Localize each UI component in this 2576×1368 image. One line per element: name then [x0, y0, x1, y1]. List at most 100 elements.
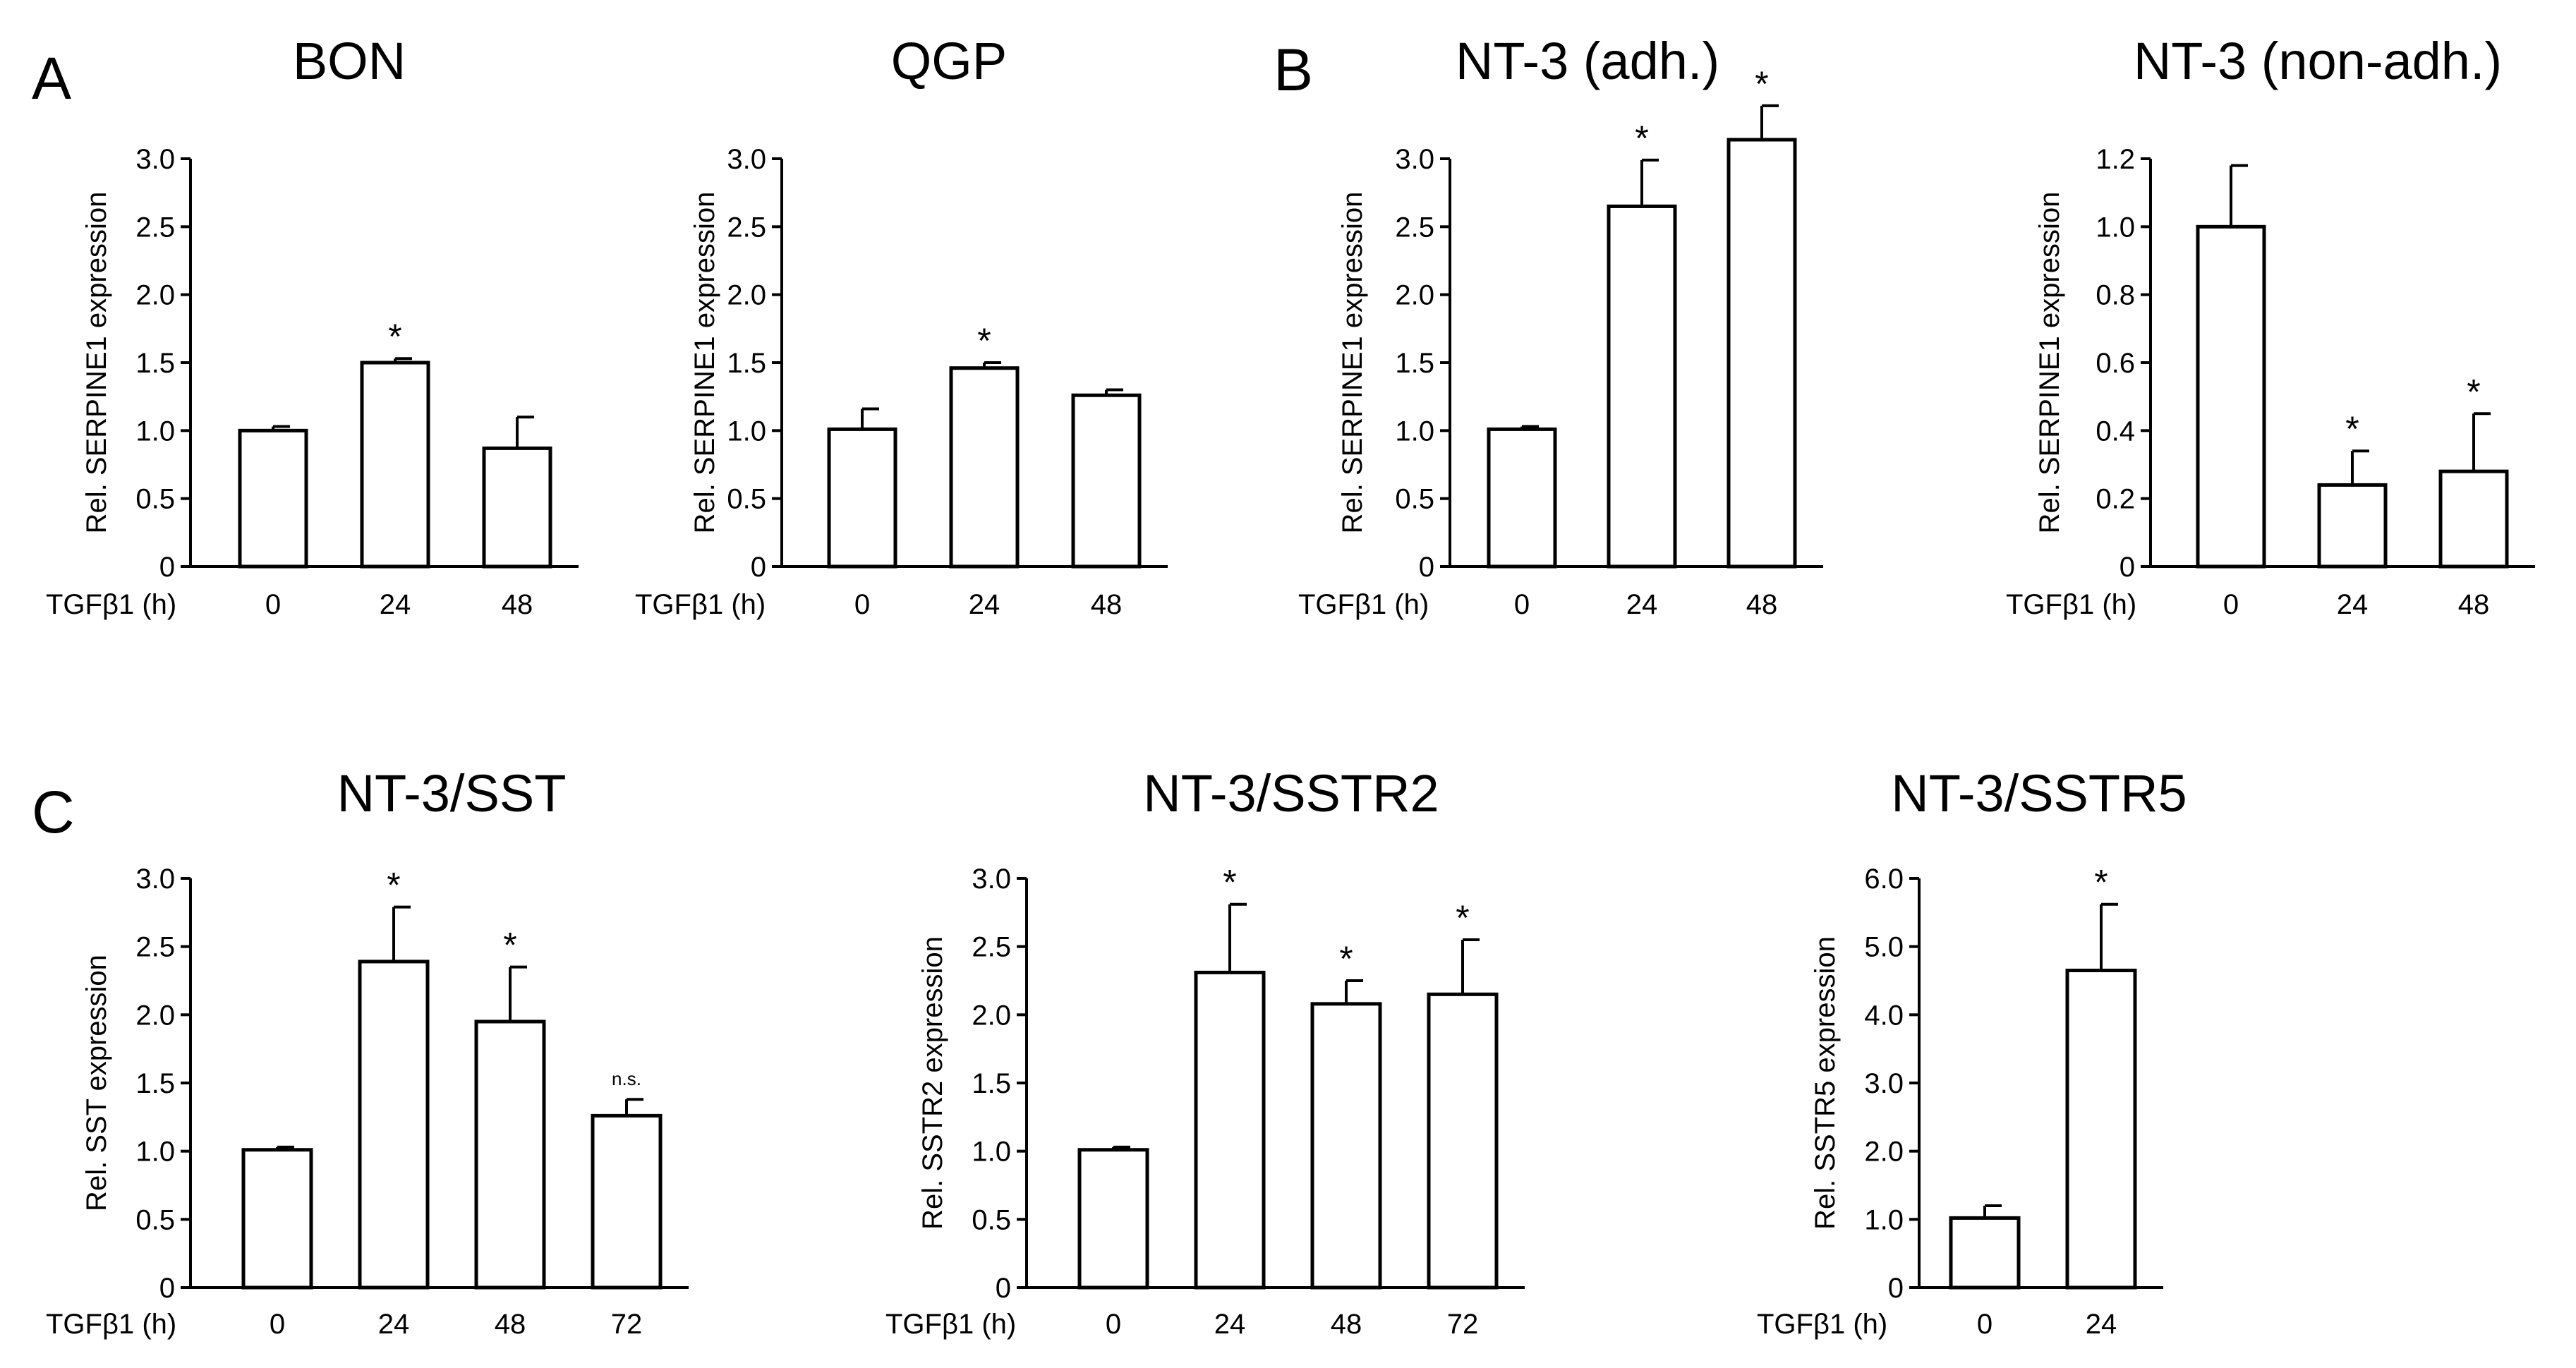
x-axis-title: TGFβ1 (h)	[46, 1309, 176, 1340]
chart-title: QGP	[891, 32, 1007, 90]
chart-title: BON	[293, 32, 406, 90]
y-tick-label: 0.6	[2096, 348, 2135, 379]
significance-mark: *	[2094, 863, 2108, 902]
x-axis-title: TGFβ1 (h)	[885, 1309, 1016, 1340]
significance-mark: *	[1339, 939, 1353, 979]
chart-title: NT-3/SST	[337, 764, 567, 823]
bar	[1427, 992, 1499, 1290]
y-axis-label: Rel. SSTR5 expression	[1810, 936, 1841, 1230]
x-category-label: 0	[1514, 589, 1530, 620]
x-category-label: 24	[969, 589, 1000, 620]
chart-3: NT-3 (adh.) 0 0.5 1.0 1.5 2.0 2.5 3.0 Rel. SERPI…	[1298, 32, 1823, 620]
significance-mark: *	[2345, 409, 2359, 449]
y-tick-label: 0.5	[1395, 484, 1434, 515]
bar	[2438, 469, 2509, 569]
chart-4: NT-3 (non-adh.) 0 0.2 0.4 0.6 0.8 1.0 1.2 Rel. S…	[2006, 32, 2535, 620]
x-category-label: 24	[378, 1309, 410, 1340]
y-tick-label: 1.5	[135, 348, 175, 379]
bar	[1487, 427, 1557, 569]
y-tick-label: 1.5	[727, 348, 766, 379]
x-category-label: 72	[611, 1309, 643, 1340]
y-tick-label: 2.0	[135, 280, 175, 311]
y-axis-label: Rel. SERPINE1 expression	[1337, 192, 1368, 534]
y-tick-label: 2.0	[1864, 1137, 1904, 1168]
y-tick-label: 2.5	[727, 212, 766, 243]
chart-title: NT-3 (adh.)	[1456, 32, 1719, 90]
panel-letter-c: C	[32, 779, 75, 845]
x-axis-title: TGFβ1 (h)	[1757, 1309, 1887, 1340]
y-tick-label: 3.0	[972, 864, 1011, 895]
significance-mark: *	[977, 321, 991, 361]
bar	[949, 366, 1020, 569]
bar	[1727, 138, 1797, 569]
panel-letter-a: A	[32, 45, 71, 111]
significance-mark: *	[1456, 898, 1469, 938]
y-tick-label: 6.0	[1864, 864, 1904, 895]
y-tick-label: 1.5	[1395, 348, 1434, 379]
y-tick-label: 3.0	[1395, 144, 1434, 175]
y-tick-label: 0.2	[2096, 484, 2135, 515]
bar	[1949, 1216, 2021, 1290]
y-tick-label: 0.5	[972, 1204, 1011, 1235]
bar	[591, 1113, 663, 1290]
x-category-label: 24	[1626, 589, 1658, 620]
y-tick-label: 0	[751, 552, 766, 583]
x-category-label: 48	[2458, 589, 2490, 620]
y-tick-label: 1.0	[727, 416, 766, 447]
y-tick-label: 2.0	[727, 280, 766, 311]
y-tick-label: 0	[2120, 552, 2135, 583]
y-tick-label: 0	[1419, 552, 1434, 583]
y-tick-label: 5.0	[1864, 932, 1904, 963]
y-tick-label: 2.5	[135, 932, 175, 963]
bar	[238, 428, 308, 569]
y-tick-label: 1.0	[972, 1137, 1011, 1168]
y-axis-label: Rel. SERPINE1 expression	[689, 192, 720, 534]
y-axis-label: Rel. SERPINE1 expression	[81, 192, 112, 534]
bar	[827, 427, 897, 569]
y-tick-label: 1.5	[135, 1068, 175, 1099]
x-category-label: 0	[1977, 1309, 1993, 1340]
chart-title: NT-3/SSTR5	[1891, 764, 2187, 823]
x-category-label: 0	[1106, 1309, 1121, 1340]
x-category-label: 24	[2337, 589, 2369, 620]
x-axis-title: TGFβ1 (h)	[2006, 589, 2136, 620]
significance-mark: *	[387, 866, 400, 905]
y-tick-label: 3.0	[727, 144, 766, 175]
y-tick-label: 2.5	[135, 212, 175, 243]
chart-7: NT-3/SSTR5 0 1.0 2.0 3.0 4.0 5.0 6.0 Rel. SSTR5 …	[1757, 764, 2187, 1340]
significance-mark: *	[1755, 64, 1768, 104]
chart-6: NT-3/SSTR2 0 0.5 1.0 1.5 2.0 2.5 3.0 Rel. SSTR2 …	[885, 764, 1525, 1340]
x-axis-title: TGFβ1 (h)	[46, 589, 176, 620]
significance-mark: *	[1223, 863, 1236, 902]
chart-title: NT-3 (non-adh.)	[2134, 32, 2502, 90]
chart-1: BON 0 0.5 1.0 1.5 2.0 2.5 3.0 Rel. SERPINE1 expr…	[46, 32, 579, 620]
x-axis-title: TGFβ1 (h)	[1298, 589, 1429, 620]
y-tick-label: 0.4	[2096, 416, 2135, 447]
y-tick-label: 1.2	[2096, 144, 2135, 175]
y-axis-label: Rel. SERPINE1 expression	[2034, 192, 2065, 534]
bar	[1310, 1002, 1382, 1290]
bar	[360, 361, 430, 569]
x-category-label: 48	[1091, 589, 1123, 620]
y-tick-label: 3.0	[135, 864, 175, 895]
x-axis-title: TGFβ1 (h)	[635, 589, 766, 620]
y-tick-label: 2.0	[1395, 280, 1434, 311]
y-tick-label: 1.0	[1864, 1204, 1904, 1235]
y-tick-label: 2.0	[972, 1000, 1011, 1031]
bar	[482, 446, 552, 569]
y-tick-label: 2.5	[972, 932, 1011, 963]
x-category-label: 0	[265, 589, 281, 620]
y-tick-label: 1.0	[2096, 212, 2135, 243]
y-tick-label: 0	[159, 552, 175, 583]
bar	[474, 1019, 546, 1290]
bar	[1071, 393, 1142, 569]
x-category-label: 48	[495, 1309, 526, 1340]
bar	[358, 960, 430, 1290]
x-category-label: 48	[1746, 589, 1778, 620]
x-category-label: 0	[2223, 589, 2239, 620]
y-tick-label: 3.0	[135, 144, 175, 175]
x-category-label: 48	[1331, 1309, 1362, 1340]
x-category-label: 24	[380, 589, 411, 620]
